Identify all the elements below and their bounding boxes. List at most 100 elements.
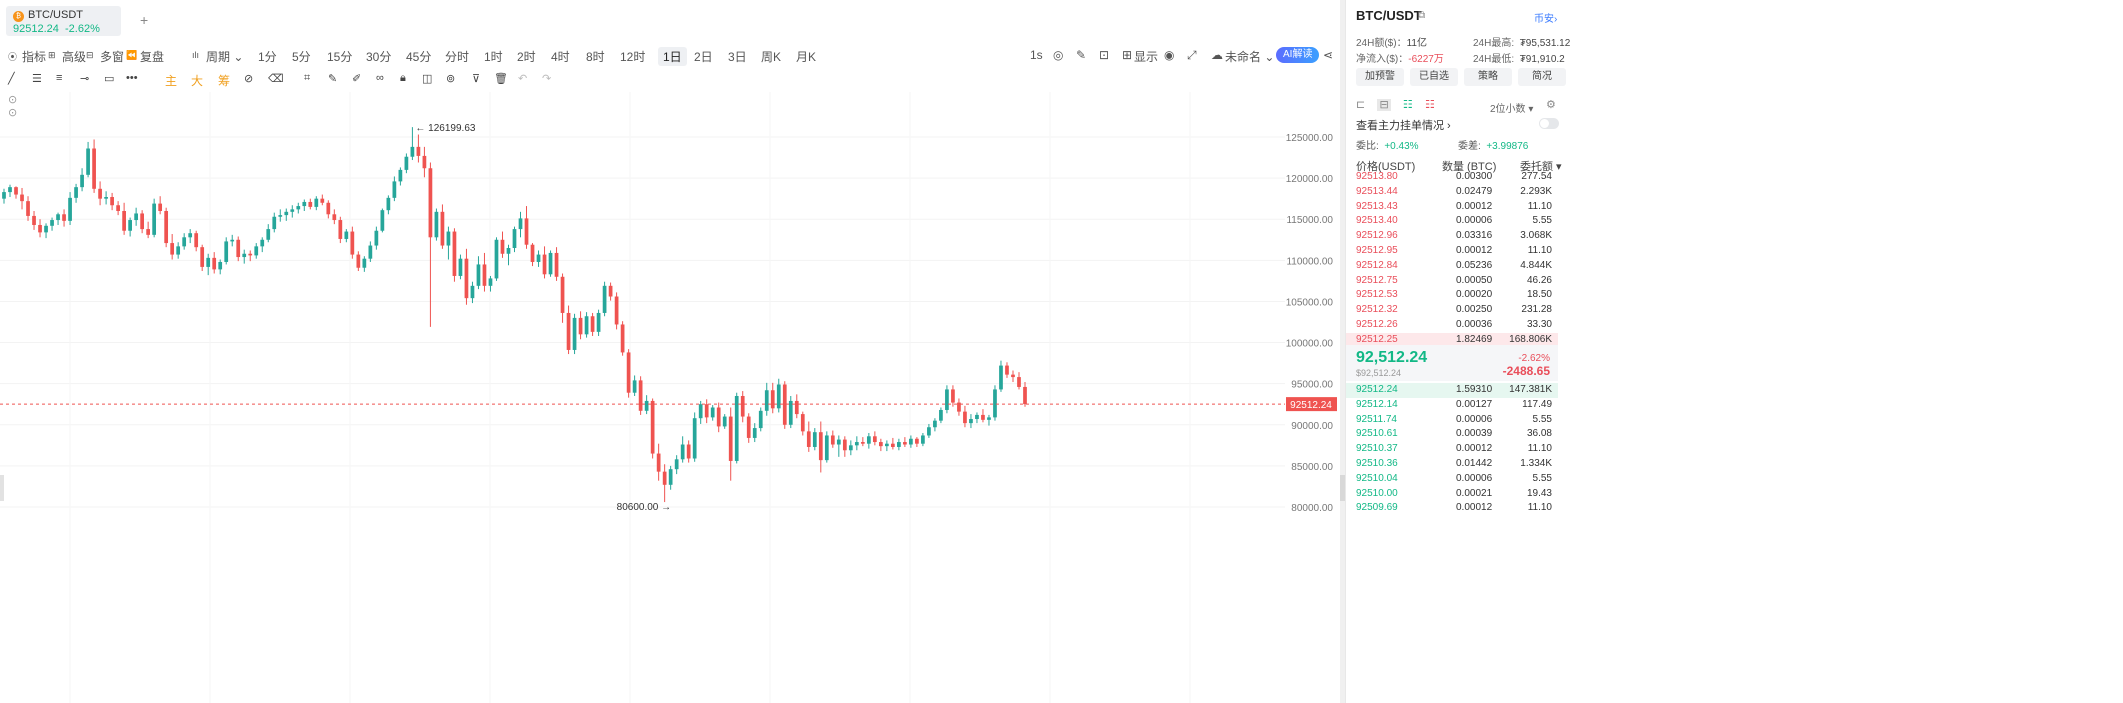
- candle[interactable]: [668, 465, 673, 490]
- candle[interactable]: [728, 407, 733, 481]
- candle[interactable]: [692, 412, 697, 462]
- candle[interactable]: [116, 201, 120, 216]
- candle[interactable]: [122, 202, 126, 235]
- candle[interactable]: [1023, 382, 1027, 407]
- candle[interactable]: [242, 249, 247, 264]
- candle[interactable]: [254, 243, 259, 259]
- big-order-button[interactable]: 大: [191, 74, 204, 88]
- candle[interactable]: [440, 204, 445, 249]
- layout-name-select[interactable]: 未命名 ⌄: [1225, 50, 1275, 64]
- candle[interactable]: [740, 391, 745, 423]
- candle[interactable]: [74, 183, 78, 203]
- candle[interactable]: [314, 196, 319, 211]
- candle[interactable]: [608, 282, 613, 301]
- candle[interactable]: [590, 312, 595, 336]
- candle[interactable]: [188, 229, 193, 244]
- add-tab-button[interactable]: +: [140, 12, 149, 28]
- candle[interactable]: [788, 396, 793, 429]
- candle[interactable]: [32, 211, 36, 230]
- candlestick-chart-svg[interactable]: ⊙⊙ ← 126199.63 80600.00 → 92512.24 125000.00…: [0, 92, 1340, 703]
- candle[interactable]: [969, 414, 973, 429]
- lock-icon[interactable]: 🔒︎: [400, 72, 406, 84]
- bid-row[interactable]: 92510.00 0.00021 19.43: [1346, 487, 1558, 502]
- link-icon[interactable]: ⊚: [446, 73, 456, 85]
- share-icon[interactable]: ⋖: [1323, 48, 1334, 62]
- candle[interactable]: [776, 378, 781, 413]
- period-multi-window-button[interactable]: 多窗: [100, 50, 125, 64]
- candle[interactable]: [632, 375, 637, 396]
- candle[interactable]: [686, 440, 691, 463]
- candle[interactable]: [680, 436, 685, 463]
- candle[interactable]: [975, 412, 979, 424]
- candle[interactable]: [716, 402, 721, 433]
- candle[interactable]: [903, 437, 907, 447]
- candle[interactable]: [872, 431, 877, 446]
- candle[interactable]: [746, 413, 751, 443]
- candle[interactable]: [362, 256, 367, 272]
- candle[interactable]: [224, 237, 229, 265]
- panel-divider[interactable]: [1340, 0, 1345, 703]
- overview-button[interactable]: 简况: [1518, 68, 1566, 86]
- candle[interactable]: [993, 385, 997, 421]
- line-tool-icon[interactable]: ╱: [8, 73, 15, 85]
- candle[interactable]: [620, 321, 625, 356]
- filter-icon[interactable]: ⊽: [472, 73, 481, 85]
- candle[interactable]: [644, 395, 649, 415]
- candle[interactable]: [200, 244, 205, 272]
- candle[interactable]: [987, 414, 991, 426]
- candle[interactable]: [14, 186, 18, 199]
- candle[interactable]: [752, 423, 757, 443]
- candle[interactable]: [891, 437, 895, 450]
- candle[interactable]: [302, 199, 307, 211]
- bid-row[interactable]: 92509.69 0.00012 11.10: [1346, 501, 1558, 516]
- main-orders-link[interactable]: 查看主力挂单情况 ›: [1356, 120, 1451, 132]
- candle[interactable]: [470, 281, 475, 304]
- layout-icon[interactable]: ⊡: [1099, 48, 1110, 62]
- period-1m-button[interactable]: 1分: [258, 50, 277, 64]
- candle[interactable]: [921, 433, 925, 447]
- candle[interactable]: [734, 392, 739, 464]
- candle[interactable]: [8, 184, 12, 198]
- chip-button[interactable]: 筹: [218, 74, 231, 88]
- period-4h-button[interactable]: 4时: [551, 50, 570, 64]
- parallel-lines-icon[interactable]: ☰: [32, 73, 42, 85]
- binoculars-icon[interactable]: ∞: [376, 72, 384, 84]
- candle[interactable]: [344, 229, 349, 243]
- candle[interactable]: [518, 211, 523, 238]
- right-collapse-handle[interactable]: [1340, 475, 1345, 501]
- candle[interactable]: [272, 212, 277, 233]
- candle[interactable]: [476, 256, 481, 290]
- brush-icon[interactable]: ✐: [352, 73, 362, 85]
- edit-icon[interactable]: ✎: [1076, 48, 1087, 62]
- candle[interactable]: [542, 246, 547, 279]
- period-1d-button[interactable]: 1日: [658, 47, 687, 66]
- candle[interactable]: [284, 208, 289, 221]
- main-indicator-button[interactable]: 主: [165, 74, 178, 88]
- candle[interactable]: [236, 236, 241, 262]
- period-period-button[interactable]: 周期 ⌄: [206, 50, 244, 64]
- candle[interactable]: [164, 207, 169, 248]
- candle[interactable]: [464, 248, 469, 305]
- kline-chart[interactable]: ⊙ ⊙ ← 126199.63 80600.00 → 92512.24 125000.00…: [0, 92, 1340, 703]
- candle[interactable]: [909, 435, 913, 448]
- candle[interactable]: [434, 208, 439, 241]
- candle[interactable]: [830, 430, 835, 448]
- candle[interactable]: [933, 418, 937, 432]
- interval-1s-button[interactable]: 1s: [1030, 48, 1043, 62]
- ask-row[interactable]: 92512.53 0.00020 18.50: [1346, 288, 1558, 303]
- candle[interactable]: [626, 349, 631, 398]
- candle[interactable]: [248, 250, 253, 262]
- candle[interactable]: [939, 407, 943, 424]
- candle[interactable]: [20, 187, 24, 210]
- period-2d-button[interactable]: 2日: [694, 50, 713, 64]
- candle[interactable]: [410, 127, 415, 161]
- redo-icon[interactable]: ↷: [542, 73, 552, 85]
- candle[interactable]: [854, 436, 859, 451]
- candle[interactable]: [260, 237, 265, 253]
- left-collapse-handle[interactable]: [0, 475, 4, 501]
- candle[interactable]: [230, 234, 235, 247]
- candle[interactable]: [818, 421, 823, 473]
- candle[interactable]: [278, 209, 283, 222]
- candle[interactable]: [800, 411, 805, 436]
- candle[interactable]: [794, 394, 799, 419]
